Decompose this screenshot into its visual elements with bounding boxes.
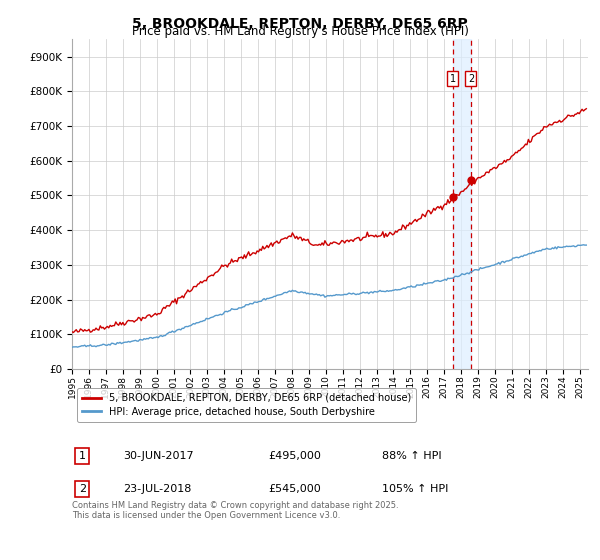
Text: £495,000: £495,000	[268, 451, 321, 461]
Bar	[452, 39, 471, 369]
Legend: 5, BROOKDALE, REPTON, DERBY, DE65 6RP (detached house), HPI: Average price, deta: 5, BROOKDALE, REPTON, DERBY, DE65 6RP (d…	[77, 388, 416, 422]
Text: £545,000: £545,000	[268, 484, 321, 494]
Text: 23-JUL-2018: 23-JUL-2018	[124, 484, 192, 494]
Text: Contains HM Land Registry data © Crown copyright and database right 2025.
This d: Contains HM Land Registry data © Crown c…	[72, 501, 398, 520]
Text: 2: 2	[468, 74, 474, 84]
Text: 2: 2	[79, 484, 86, 494]
Text: 105% ↑ HPI: 105% ↑ HPI	[382, 484, 448, 494]
Text: 5, BROOKDALE, REPTON, DERBY, DE65 6RP: 5, BROOKDALE, REPTON, DERBY, DE65 6RP	[132, 17, 468, 31]
Text: 88% ↑ HPI: 88% ↑ HPI	[382, 451, 441, 461]
Text: 1: 1	[79, 451, 86, 461]
Text: Price paid vs. HM Land Registry's House Price Index (HPI): Price paid vs. HM Land Registry's House …	[131, 25, 469, 38]
Text: 1: 1	[449, 74, 456, 84]
Text: 30-JUN-2017: 30-JUN-2017	[124, 451, 194, 461]
